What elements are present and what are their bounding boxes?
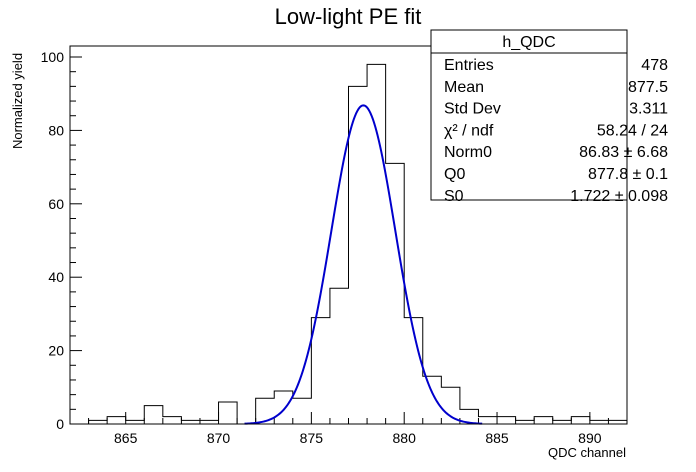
y-tick-label: 40 <box>48 269 64 285</box>
stats-value: 1.722 ± 0.098 <box>570 188 668 205</box>
stats-value: 86.83 ± 6.68 <box>579 144 668 161</box>
histogram-bin <box>516 420 535 424</box>
histogram-bin <box>89 420 108 424</box>
y-tick-label: 80 <box>48 122 64 138</box>
chart-title: Low-light PE fit <box>275 4 422 29</box>
stats-value: 877.8 ± 0.1 <box>588 166 668 183</box>
histogram-bin <box>219 402 238 424</box>
histogram-bin <box>571 417 590 424</box>
histogram-bin <box>126 420 145 424</box>
stats-label: S0 <box>444 188 464 205</box>
histogram-bin <box>181 420 200 424</box>
stats-rows: Entries 478 Mean 877.5 Std Dev 3.311 χ² / ndf 5… <box>444 57 668 205</box>
y-tick-label: 20 <box>48 343 64 359</box>
stats-label: Entries <box>444 57 494 74</box>
stats-label: Norm0 <box>444 144 492 161</box>
histogram-bin <box>423 376 442 424</box>
stats-box: h_QDC Entries 478 Mean 877.5 Std Dev 3.311 χ² … <box>430 29 668 205</box>
x-tick-label: 890 <box>578 430 602 446</box>
stats-label: χ² / ndf <box>444 122 494 139</box>
plot-frame <box>69 45 628 425</box>
histogram-bin <box>367 64 386 424</box>
stats-value: 3.311 <box>629 101 668 118</box>
histogram-bin <box>608 420 627 424</box>
stats-value: 478 <box>641 57 668 74</box>
y-tick-label: 0 <box>56 416 64 432</box>
histogram-bin <box>590 420 609 424</box>
y-tick-label: 60 <box>48 196 64 212</box>
stats-box-frame <box>430 29 628 201</box>
histogram-bin <box>163 417 182 424</box>
histogram-bin <box>441 387 460 424</box>
histogram-bin <box>293 398 312 424</box>
x-axis: 865 870 875 880 885 890 <box>69 412 628 446</box>
histogram-bin <box>386 163 405 424</box>
stats-label: Mean <box>444 79 484 96</box>
y-axis-label: Normalized yield <box>10 53 25 149</box>
histogram-bin <box>200 420 219 424</box>
histogram-bin <box>311 318 330 424</box>
x-axis-label: QDC channel <box>548 445 626 460</box>
histogram-outline <box>70 63 628 425</box>
stats-box-title: h_QDC <box>502 34 555 51</box>
stats-value: 877.5 <box>628 79 668 96</box>
histogram-bin <box>349 86 368 424</box>
stats-label: Q0 <box>444 166 465 183</box>
histogram-bin <box>107 417 126 424</box>
histogram-bin <box>144 406 163 424</box>
x-tick-label: 865 <box>114 430 138 446</box>
histogram-bin <box>256 398 275 424</box>
histogram-bin <box>274 391 293 424</box>
stats-label: Std Dev <box>444 101 501 118</box>
histogram-bin <box>553 420 572 424</box>
x-tick-label: 870 <box>207 430 231 446</box>
x-tick-label: 875 <box>300 430 324 446</box>
histogram-bin <box>534 417 553 424</box>
histogram-bin <box>330 288 349 424</box>
x-tick-label: 885 <box>485 430 509 446</box>
y-axis: 0 20 40 60 80 100 <box>41 49 82 432</box>
fit-curve <box>244 104 483 425</box>
y-tick-label: 100 <box>41 49 65 65</box>
x-tick-label: 880 <box>393 430 417 446</box>
histogram-bin <box>497 417 516 424</box>
stats-value: 58.24 / 24 <box>597 122 668 139</box>
